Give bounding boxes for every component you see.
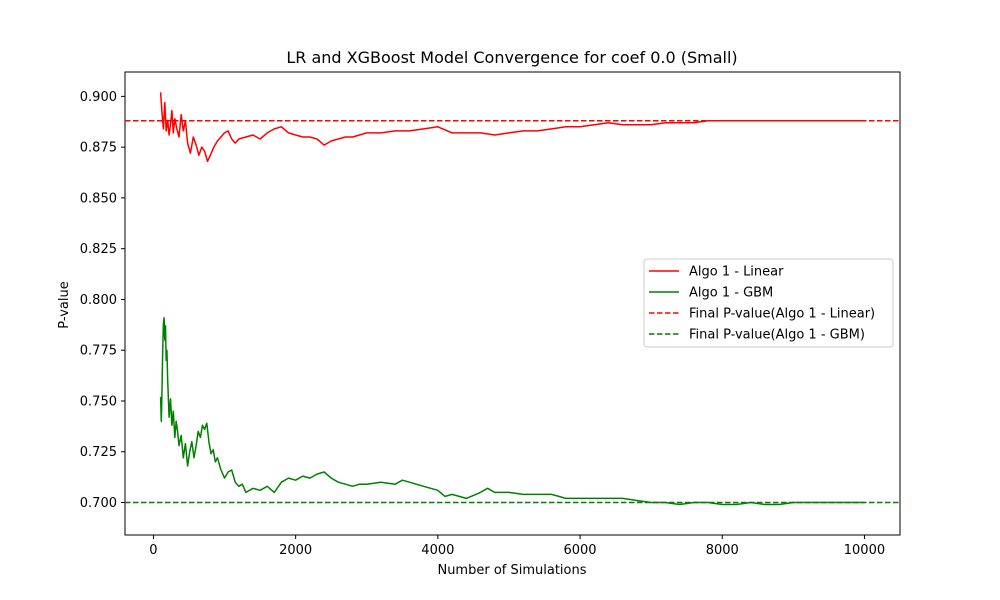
y-axis-label: P-value xyxy=(57,281,72,328)
x-tick-label: 2000 xyxy=(279,543,312,558)
y-tick-label: 0.800 xyxy=(80,293,117,308)
y-tick-label: 0.875 xyxy=(80,141,117,156)
y-axis: 0.700 0.725 0.750 0.775 0.800 0.825 0.850 0.875… xyxy=(80,90,125,511)
legend-box xyxy=(643,258,894,348)
y-tick-label: 0.900 xyxy=(80,90,117,105)
y-tick-label: 0.700 xyxy=(80,496,117,511)
x-axis: 0 2000 4000 6000 8000 10000 xyxy=(149,535,885,558)
y-tick-label: 0.850 xyxy=(80,191,117,206)
legend-label-3: Final P-value(Algo 1 - GBM) xyxy=(689,328,865,343)
y-tick-label: 0.775 xyxy=(80,344,117,359)
y-tick-label: 0.825 xyxy=(80,242,117,257)
legend-label-2: Final P-value(Algo 1 - Linear) xyxy=(689,307,875,322)
x-axis-label: Number of Simulations xyxy=(437,563,586,578)
legend-label-1: Algo 1 - GBM xyxy=(689,286,773,301)
axes-frame xyxy=(124,71,901,536)
series-line-1 xyxy=(159,316,865,506)
chart-title: LR and XGBoost Model Convergence for coe… xyxy=(286,48,737,67)
y-tick-label: 0.750 xyxy=(80,394,117,409)
legend-label-0: Algo 1 - Linear xyxy=(689,265,784,280)
x-tick-label: 10000 xyxy=(844,543,885,558)
plot-area xyxy=(124,71,901,536)
x-tick-label: 6000 xyxy=(563,543,596,558)
y-tick-label: 0.725 xyxy=(80,445,117,460)
series-line-0 xyxy=(159,92,865,163)
x-tick-label: 0 xyxy=(149,543,157,558)
series-layer xyxy=(125,92,900,506)
legend: Algo 1 - Linear Algo 1 - GBM Final P-value… xyxy=(643,258,894,348)
x-tick-label: 8000 xyxy=(706,543,739,558)
x-tick-label: 4000 xyxy=(421,543,454,558)
